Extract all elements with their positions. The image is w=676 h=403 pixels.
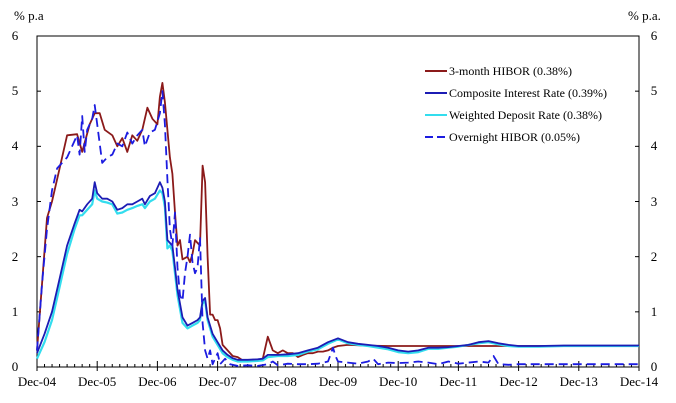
y-tick-label: 0: [11, 359, 19, 374]
y-tick-label: 2: [650, 248, 658, 264]
series-line: [36, 90, 639, 367]
x-tick-label: Dec-05: [78, 374, 117, 389]
y-tick-label: 3: [11, 193, 19, 209]
x-tick-label: Dec-13: [559, 374, 598, 389]
legend-item: 3-month HIBOR (0.38%): [425, 60, 607, 82]
right-axis-unit: % p.a.: [628, 8, 661, 23]
y-tick-label: 1: [650, 303, 658, 319]
x-tick-label: Dec-07: [198, 374, 237, 389]
legend-label: Composite Interest Rate (0.39%): [449, 85, 607, 100]
legend-swatch-3m-hibor: [425, 66, 447, 76]
legend-swatch-weighted-deposit: [425, 110, 447, 120]
legend-item: Composite Interest Rate (0.39%): [425, 82, 607, 104]
y-tick-label: 2: [11, 248, 19, 264]
legend-item: Overnight HIBOR (0.05%): [425, 126, 607, 148]
legend-label: Overnight HIBOR (0.05%): [449, 129, 580, 144]
legend-swatch-overnight-hibor: [425, 132, 447, 142]
x-tick-label: Dec-06: [138, 374, 177, 389]
series-line: [36, 82, 639, 362]
x-tick-label: Dec-09: [318, 374, 358, 389]
y-tick-label: 6: [650, 28, 658, 43]
legend-item: Weighted Deposit Rate (0.38%): [425, 104, 607, 126]
y-tick-label: 5: [11, 83, 19, 99]
y-tick-label: 4: [650, 138, 658, 154]
x-tick-label: Dec-08: [258, 374, 297, 389]
legend-swatch-composite-rate: [425, 88, 447, 98]
y-tick-label: 3: [650, 193, 658, 209]
y-tick-label: 6: [11, 28, 19, 43]
x-tick-label: Dec-12: [499, 374, 538, 389]
x-tick-label: Dec-11: [439, 374, 478, 389]
y-tick-label: 1: [11, 303, 19, 319]
x-tick-label: Dec-14: [619, 374, 659, 389]
x-tick-label: Dec-10: [379, 374, 418, 389]
left-axis-unit: % p.a: [14, 8, 44, 23]
series-line: [36, 181, 639, 361]
legend-label: Weighted Deposit Rate (0.38%): [449, 107, 602, 122]
y-tick-label: 4: [11, 138, 19, 154]
axis-ticks: [36, 35, 640, 371]
data-series: [35, 82, 639, 367]
legend-label: 3-month HIBOR (0.38%): [449, 63, 572, 78]
y-tick-label: 5: [650, 83, 658, 99]
y-tick-label: 0: [650, 359, 658, 374]
x-tick-label: Dec-04: [17, 374, 57, 389]
legend: 3-month HIBOR (0.38%) Composite Interest…: [425, 60, 607, 148]
